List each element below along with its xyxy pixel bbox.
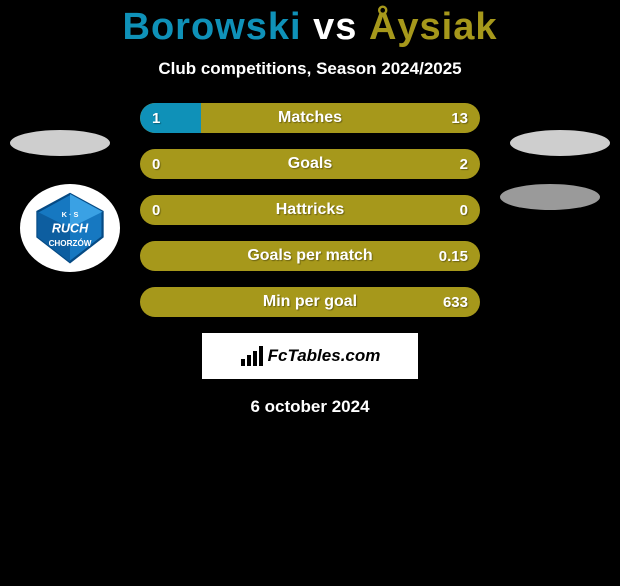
stat-value-right: 2 <box>460 156 468 173</box>
stat-label: Goals per match <box>140 247 480 265</box>
stat-row: 0Hattricks0 <box>140 195 480 225</box>
watermark[interactable]: FcTables.com <box>202 333 418 379</box>
stat-value-right: 633 <box>443 294 468 311</box>
stat-label: Hattricks <box>140 201 480 219</box>
stat-value-right: 0.15 <box>439 248 468 265</box>
subtitle: Club competitions, Season 2024/2025 <box>10 59 610 79</box>
stat-row: Min per goal633 <box>140 287 480 317</box>
player2-placeholder-oval <box>510 130 610 156</box>
stat-label: Goals <box>140 155 480 173</box>
player2-club-placeholder <box>500 184 600 210</box>
svg-text:CHORZÓW: CHORZÓW <box>49 237 92 248</box>
date-text: 6 october 2024 <box>10 397 610 417</box>
page-title: Borowski vs Åysiak <box>10 6 610 49</box>
bar-chart-icon <box>240 345 264 367</box>
stat-row: Goals per match0.15 <box>140 241 480 271</box>
watermark-text: FcTables.com <box>268 346 381 366</box>
stat-value-right: 0 <box>460 202 468 219</box>
stat-value-right: 13 <box>451 110 468 127</box>
player1-placeholder-oval <box>10 130 110 156</box>
player1-club-badge: K · S RUCH CHORZÓW <box>20 184 120 272</box>
stats-table: 1Matches130Goals20Hattricks0Goals per ma… <box>140 103 480 317</box>
svg-text:K · S: K · S <box>62 210 79 219</box>
ruch-chorzow-logo-icon: K · S RUCH CHORZÓW <box>33 191 107 265</box>
stat-label: Matches <box>140 109 480 127</box>
stat-row: 0Goals2 <box>140 149 480 179</box>
stat-label: Min per goal <box>140 293 480 311</box>
stat-row: 1Matches13 <box>140 103 480 133</box>
svg-text:RUCH: RUCH <box>52 221 89 235</box>
